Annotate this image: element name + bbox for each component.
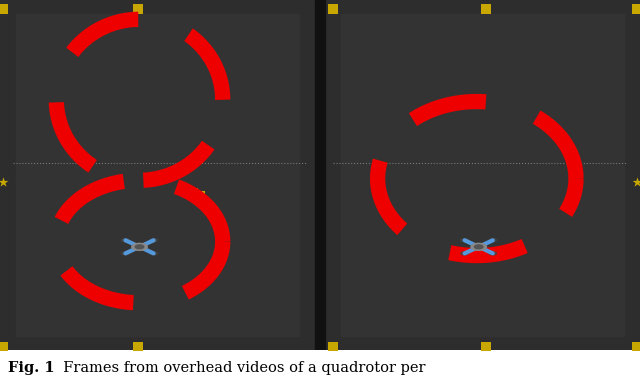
Bar (315, 0, 325, 350)
Ellipse shape (150, 252, 157, 255)
Ellipse shape (135, 245, 144, 249)
Bar (0, 0, 315, 350)
Ellipse shape (132, 244, 147, 250)
Bar (341, 14, 624, 336)
Point (0, 343, 8, 350)
Bar (16, 14, 299, 336)
Point (0, 179, 8, 185)
Point (328, 343, 338, 350)
Point (632, 179, 640, 185)
Point (132, 5, 143, 12)
Bar (325, 0, 640, 350)
Point (328, 5, 338, 12)
Ellipse shape (150, 239, 157, 242)
Ellipse shape (461, 239, 468, 242)
Point (481, 343, 492, 350)
Ellipse shape (461, 252, 468, 255)
Ellipse shape (474, 245, 483, 249)
Point (190, 188, 200, 194)
Point (632, 5, 640, 12)
Ellipse shape (489, 252, 497, 255)
Ellipse shape (489, 239, 497, 242)
Point (132, 343, 143, 350)
Point (196, 191, 207, 198)
Point (632, 343, 640, 350)
Text: Frames from overhead videos of a quadrotor per: Frames from overhead videos of a quadrot… (54, 361, 426, 375)
Ellipse shape (122, 239, 129, 242)
Point (481, 5, 492, 12)
Ellipse shape (122, 252, 129, 255)
Point (0, 5, 8, 12)
Ellipse shape (471, 244, 486, 250)
Text: Fig. 1: Fig. 1 (8, 361, 54, 375)
